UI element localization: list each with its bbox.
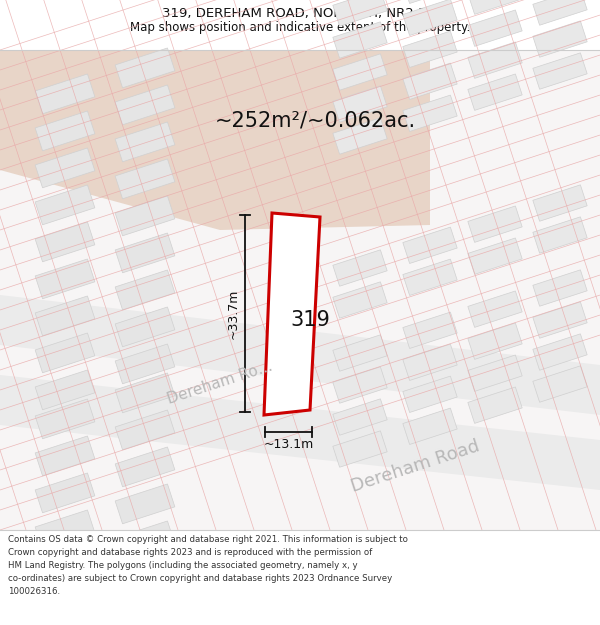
Polygon shape	[403, 63, 457, 99]
Polygon shape	[333, 22, 387, 58]
Polygon shape	[533, 53, 587, 89]
Polygon shape	[403, 259, 457, 296]
Polygon shape	[403, 0, 457, 36]
Polygon shape	[35, 185, 95, 225]
Polygon shape	[333, 335, 387, 371]
Polygon shape	[115, 233, 175, 272]
Polygon shape	[468, 355, 522, 391]
Polygon shape	[533, 21, 587, 58]
Text: HM Land Registry. The polygons (including the associated geometry, namely x, y: HM Land Registry. The polygons (includin…	[8, 561, 358, 570]
Polygon shape	[468, 387, 522, 423]
Polygon shape	[264, 213, 320, 415]
Polygon shape	[35, 111, 95, 151]
Text: Crown copyright and database rights 2023 and is reproduced with the permission o: Crown copyright and database rights 2023…	[8, 548, 372, 557]
Text: Map shows position and indicative extent of the property.: Map shows position and indicative extent…	[130, 21, 470, 34]
Polygon shape	[35, 370, 95, 410]
Polygon shape	[35, 259, 95, 299]
Text: Contains OS data © Crown copyright and database right 2021. This information is : Contains OS data © Crown copyright and d…	[8, 535, 408, 544]
Polygon shape	[533, 334, 587, 370]
Polygon shape	[333, 367, 387, 403]
Polygon shape	[533, 185, 587, 221]
Polygon shape	[115, 373, 175, 413]
Polygon shape	[468, 323, 522, 359]
Polygon shape	[115, 484, 175, 524]
Polygon shape	[403, 408, 457, 444]
Polygon shape	[533, 302, 587, 338]
Polygon shape	[0, 295, 600, 415]
Polygon shape	[533, 0, 587, 25]
Polygon shape	[333, 54, 387, 90]
Polygon shape	[35, 296, 95, 336]
Text: ~13.1m: ~13.1m	[263, 439, 314, 451]
Polygon shape	[333, 282, 387, 318]
Polygon shape	[468, 206, 522, 242]
Text: Dereham Ro…: Dereham Ro…	[165, 359, 274, 407]
Text: ~252m²/~0.062ac.: ~252m²/~0.062ac.	[215, 110, 416, 130]
Polygon shape	[115, 307, 175, 347]
Polygon shape	[403, 0, 457, 4]
Polygon shape	[35, 510, 95, 550]
Polygon shape	[468, 42, 522, 78]
Polygon shape	[533, 270, 587, 306]
Polygon shape	[115, 410, 175, 450]
Polygon shape	[533, 217, 587, 253]
Polygon shape	[115, 270, 175, 310]
Polygon shape	[35, 547, 95, 587]
Polygon shape	[115, 85, 175, 125]
Polygon shape	[115, 196, 175, 236]
Polygon shape	[35, 74, 95, 114]
Polygon shape	[115, 122, 175, 162]
Polygon shape	[115, 521, 175, 561]
Bar	[0, 530, 600, 625]
Polygon shape	[35, 436, 95, 476]
Text: co-ordinates) are subject to Crown copyright and database rights 2023 Ordnance S: co-ordinates) are subject to Crown copyr…	[8, 574, 392, 583]
Polygon shape	[115, 344, 175, 384]
Text: Dereham Road: Dereham Road	[349, 438, 482, 496]
Polygon shape	[533, 366, 587, 403]
Bar	[0, 50, 600, 530]
Polygon shape	[403, 312, 457, 349]
Polygon shape	[468, 74, 522, 111]
Polygon shape	[333, 86, 387, 122]
Text: 100026316.: 100026316.	[8, 587, 60, 596]
Polygon shape	[115, 159, 175, 199]
Polygon shape	[468, 291, 522, 328]
Polygon shape	[403, 31, 457, 68]
Polygon shape	[0, 50, 430, 230]
Text: ~33.7m: ~33.7m	[227, 288, 239, 339]
Polygon shape	[333, 118, 387, 154]
Polygon shape	[35, 148, 95, 188]
Polygon shape	[468, 238, 522, 274]
Polygon shape	[333, 0, 387, 26]
Polygon shape	[35, 399, 95, 439]
Polygon shape	[35, 222, 95, 262]
Polygon shape	[35, 333, 95, 372]
Text: 319, DEREHAM ROAD, NORWICH, NR2 3TJ: 319, DEREHAM ROAD, NORWICH, NR2 3TJ	[162, 6, 438, 19]
Polygon shape	[35, 473, 95, 512]
Polygon shape	[333, 399, 387, 435]
Polygon shape	[468, 0, 522, 14]
Polygon shape	[403, 95, 457, 131]
Polygon shape	[403, 344, 457, 381]
Polygon shape	[403, 227, 457, 264]
Text: 319: 319	[290, 310, 330, 330]
Polygon shape	[333, 250, 387, 286]
Polygon shape	[0, 375, 600, 490]
Polygon shape	[115, 447, 175, 487]
Polygon shape	[403, 376, 457, 413]
Polygon shape	[333, 431, 387, 468]
Polygon shape	[468, 10, 522, 46]
Polygon shape	[115, 48, 175, 88]
